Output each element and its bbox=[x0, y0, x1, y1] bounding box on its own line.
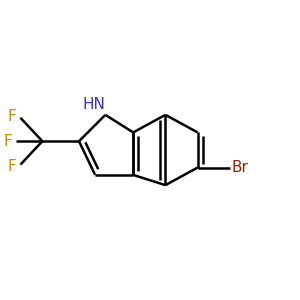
Text: F: F bbox=[8, 109, 16, 124]
Text: HN: HN bbox=[82, 97, 105, 112]
Text: Br: Br bbox=[231, 160, 248, 175]
Text: F: F bbox=[8, 159, 16, 174]
Text: F: F bbox=[4, 134, 13, 149]
